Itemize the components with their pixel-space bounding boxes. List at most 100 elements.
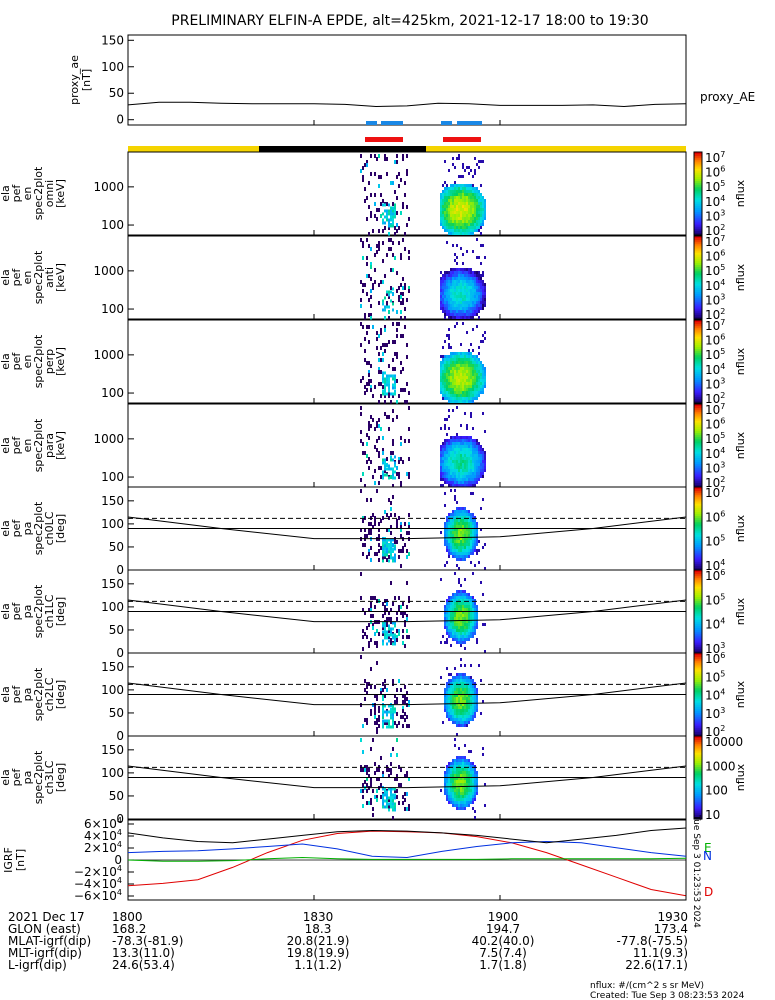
flux-pixel [396, 211, 398, 215]
colorbar-step [694, 193, 702, 197]
flux-pixel [458, 771, 460, 774]
flux-pixel [470, 193, 472, 196]
flux-pixel [440, 271, 442, 274]
flux-pixel [446, 187, 448, 190]
flux-pixel [450, 298, 452, 301]
flux-pixel [444, 564, 446, 567]
flux-pixel [468, 394, 470, 397]
flux-pixel [474, 792, 476, 795]
flux-pixel [450, 709, 452, 712]
flux-pixel [362, 283, 364, 287]
flux-pixel [450, 385, 452, 388]
colorbar-step [694, 468, 702, 471]
flux-pixel [470, 694, 472, 697]
flux-pixel [392, 340, 394, 344]
flux-pixel [370, 685, 372, 689]
flux-pixel [440, 469, 442, 472]
flux-pixel [458, 558, 460, 561]
flux-pixel [392, 218, 394, 222]
flux-pixel [462, 537, 464, 540]
flux-pixel [362, 768, 364, 772]
flux-pixel [386, 633, 388, 637]
flux-pixel [452, 626, 454, 629]
flux-pixel [364, 349, 366, 353]
flux-pixel [472, 454, 474, 457]
flux-pixel [466, 331, 468, 334]
flux-pixel [460, 208, 462, 211]
flux-pixel [450, 484, 452, 487]
flux-pixel [472, 196, 474, 199]
igrf-line-N [127, 840, 687, 859]
flux-pixel [452, 694, 454, 697]
colorbar-step [694, 451, 702, 455]
flux-pixel [454, 376, 456, 379]
flux-pixel [440, 457, 442, 460]
flux-pixel [456, 623, 458, 626]
flux-pixel [462, 391, 464, 394]
flux-pixel [392, 808, 394, 812]
flux-pixel [444, 397, 446, 400]
flux-pixel [482, 370, 484, 373]
flux-pixel [460, 759, 462, 762]
flux-pixel [392, 556, 394, 560]
flux-pixel [464, 795, 466, 798]
flux-pixel [476, 771, 478, 774]
flux-pixel [366, 256, 368, 260]
flux-pixel [386, 688, 388, 692]
flux-pixel [484, 289, 486, 292]
flux-pixel [382, 799, 384, 803]
colorbar-step [694, 252, 702, 256]
flux-pixel [456, 199, 458, 202]
flux-pixel [368, 522, 370, 526]
flux-pixel [466, 298, 468, 301]
flux-pixel [460, 510, 462, 513]
flux-pixel [396, 271, 398, 275]
flux-pixel [454, 382, 456, 385]
flux-pixel [360, 430, 362, 434]
flux-pixel [466, 208, 468, 211]
flux-pixel [460, 217, 462, 220]
flux-pixel [480, 385, 482, 388]
flux-pixel [464, 208, 466, 211]
flux-pixel [444, 709, 446, 712]
flux-pixel [450, 286, 452, 289]
flux-pixel [404, 522, 406, 526]
flux-pixel [382, 697, 384, 701]
flux-pixel [392, 215, 394, 219]
flux-pixel [448, 211, 450, 214]
flux-pixel [360, 489, 362, 493]
flux-pixel [470, 463, 472, 466]
flux-pixel [472, 187, 474, 190]
flux-pixel [462, 783, 464, 786]
colorbar-step [694, 609, 702, 613]
footer-row-label: MLT-igrf(dip) [8, 946, 82, 960]
flux-pixel [386, 713, 388, 717]
flux-pixel [370, 316, 372, 320]
flux-pixel [454, 765, 456, 768]
colorbar-step [694, 555, 702, 559]
colorbar-step [694, 800, 702, 803]
flux-pixel [456, 397, 458, 400]
flux-pixel [468, 382, 470, 385]
flux-pixel [472, 712, 474, 715]
flux-pixel [392, 292, 394, 296]
flux-pixel [448, 298, 450, 301]
flux-pixel [472, 250, 474, 253]
flux-pixel [400, 481, 402, 485]
flux-pixel [462, 765, 464, 768]
flux-pixel [392, 799, 394, 803]
flux-pixel [386, 719, 388, 723]
flux-pixel [476, 367, 478, 370]
flux-pixel [462, 709, 464, 712]
flux-pixel [478, 292, 480, 295]
flux-pixel [464, 217, 466, 220]
flux-pixel [374, 721, 376, 725]
flux-pixel [468, 400, 470, 403]
flux-pixel [448, 786, 450, 789]
flux-pixel [452, 361, 454, 364]
flux-pixel [450, 373, 452, 376]
colorbar-step [694, 441, 702, 445]
flux-pixel [476, 298, 478, 301]
flux-pixel [466, 694, 468, 697]
panel-ylabel: elapefenspec2plotanti[keV] [0, 250, 67, 304]
